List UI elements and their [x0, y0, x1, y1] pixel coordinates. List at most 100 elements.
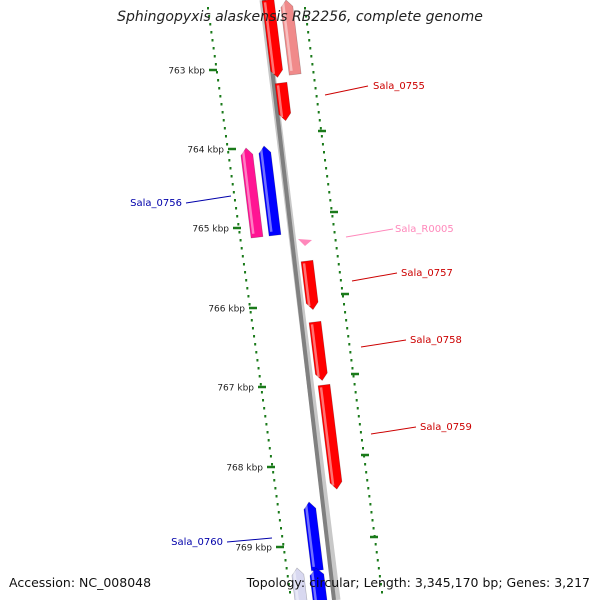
- tick-dot-left: [245, 279, 248, 282]
- tick-dot-right: [310, 55, 313, 58]
- tick-dot-right: [346, 327, 349, 330]
- tick-dot-left: [289, 591, 291, 594]
- gene-sala-0755: [274, 81, 292, 122]
- tick-dot-left: [239, 239, 242, 242]
- gene-forward: [261, 0, 283, 78]
- tick-dot-left: [256, 359, 259, 362]
- accession-label: Accession: NC_008048: [9, 575, 152, 590]
- gene-labels: Sala_0755 Sala_0756 Sala_R0005 Sala_0757 Sal…: [130, 81, 472, 548]
- tick-dot-right: [338, 271, 341, 274]
- gene-label[interactable]: Sala_R0005: [395, 224, 454, 235]
- tick-marks: 763 kbp 764 kbp 765 kbp 766 kbp 767 kbp 768 k…: [168, 67, 378, 554]
- label-leader-line: [324, 85, 369, 96]
- tick-dot-left: [228, 159, 231, 162]
- tick-dot-left: [224, 135, 227, 138]
- tick-dot-left: [258, 375, 261, 378]
- tick-dot-right: [306, 23, 309, 26]
- tick-label: 765 kbp: [192, 225, 229, 235]
- label-leader-line: [360, 339, 407, 348]
- tick-dot-left: [221, 111, 224, 114]
- tick-dot-right: [305, 15, 308, 18]
- tick-dot-right: [318, 119, 321, 122]
- tick-dot-right: [321, 143, 324, 146]
- tick-dot-right: [372, 527, 375, 530]
- tick-dot-left: [274, 487, 277, 490]
- gene-sala-0759: [317, 383, 343, 490]
- tick-dot-left: [259, 383, 262, 386]
- tick-dot-left: [283, 551, 286, 554]
- tick-dot-right: [331, 215, 334, 218]
- tick-dot-left: [242, 263, 245, 266]
- gene-label[interactable]: Sala_0760: [171, 537, 223, 548]
- tick-dot-right: [352, 375, 355, 378]
- gene-label[interactable]: Sala_0758: [410, 335, 462, 346]
- tick-dot-left: [213, 55, 216, 58]
- tick-dot-right: [366, 479, 369, 482]
- tick-dot-right: [330, 207, 333, 210]
- tick-dot-right: [381, 591, 383, 594]
- rna-marker: [298, 239, 312, 246]
- tick-dot-right: [328, 191, 331, 194]
- tick-dot-right: [335, 247, 338, 250]
- tick-dot-right: [374, 543, 377, 546]
- tick-dot-left: [265, 423, 268, 426]
- tick-dot-right: [333, 231, 336, 234]
- tick-dot-left: [229, 167, 232, 170]
- tick-dot-right: [371, 519, 374, 522]
- label-leader-line: [370, 426, 417, 435]
- tick-dot-right: [340, 287, 343, 290]
- tick-dot-left: [275, 495, 278, 498]
- tick-dot-right: [313, 79, 316, 82]
- tick-dot-right: [351, 367, 354, 370]
- tick-dot-left: [208, 15, 211, 18]
- tick-dot-right: [304, 7, 306, 10]
- tick-dot-left: [240, 247, 243, 250]
- tick-dot-left: [214, 63, 217, 66]
- tick-dot-left: [215, 71, 218, 74]
- tick-dot-right: [379, 583, 382, 586]
- tick-dot-left: [217, 79, 220, 82]
- tick-dot-left: [281, 535, 284, 538]
- tick-dot-right: [324, 159, 327, 162]
- tick-dot-left: [262, 399, 265, 402]
- tick-dot-left: [247, 295, 250, 298]
- tick-dot-left: [254, 343, 257, 346]
- gene-other: [240, 147, 264, 239]
- tick-dot-left: [276, 503, 279, 506]
- tick-dot-right: [316, 103, 319, 106]
- tick-dot-right: [357, 415, 360, 418]
- tick-dot-left: [286, 575, 289, 578]
- tick-dot-left: [222, 119, 225, 122]
- gene-label[interactable]: Sala_0759: [420, 422, 472, 433]
- tick-dot-right: [339, 279, 342, 282]
- gene-label[interactable]: Sala_0755: [373, 81, 425, 92]
- gene-label[interactable]: Sala_0757: [401, 268, 453, 279]
- tick-dot-right: [360, 439, 363, 442]
- tick-dot-left: [230, 175, 233, 178]
- tick-dot-right: [345, 319, 348, 322]
- tick-dot-right: [359, 431, 362, 434]
- tick-dot-right: [336, 255, 339, 258]
- tick-dot-right: [369, 503, 372, 506]
- tick-label: 766 kbp: [208, 305, 245, 315]
- tick-dot-right: [370, 511, 373, 514]
- tick-dot-left: [249, 311, 252, 314]
- tick-dot-left: [282, 543, 285, 546]
- tick-dot-right: [326, 175, 329, 178]
- tick-dot-left: [212, 47, 215, 50]
- tick-dot-right: [337, 263, 340, 266]
- tick-dot-right: [364, 463, 367, 466]
- tick-dot-right: [307, 31, 310, 34]
- gene-label[interactable]: Sala_0756: [130, 198, 182, 209]
- tick-dot-right: [367, 487, 370, 490]
- tick-dot-left: [269, 455, 272, 458]
- tick-dot-right: [329, 199, 332, 202]
- tick-dot-left: [223, 127, 226, 130]
- tick-label: 764 kbp: [187, 146, 224, 156]
- tick-dot-left: [263, 407, 266, 410]
- label-leader-line: [351, 272, 398, 282]
- tick-dot-left: [268, 447, 271, 450]
- tick-dot-left: [231, 183, 234, 186]
- tick-dot-left: [287, 583, 290, 586]
